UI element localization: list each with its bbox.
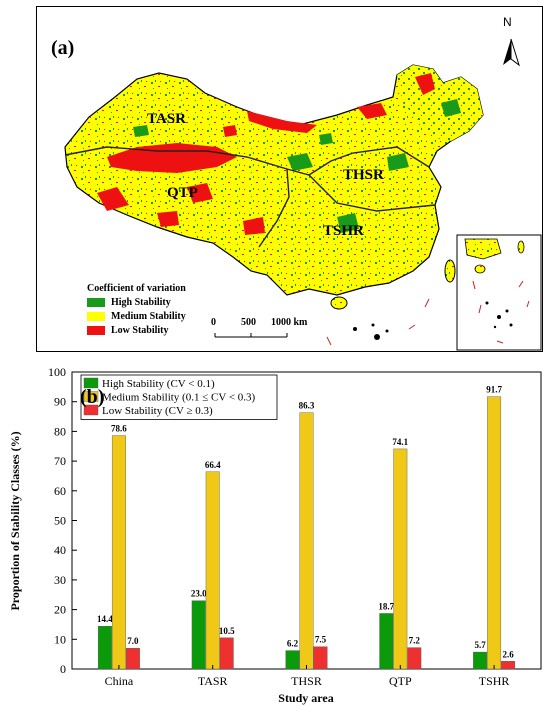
y-tick-label: 10	[54, 632, 66, 646]
y-tick-label: 80	[54, 424, 66, 438]
bar	[313, 646, 328, 670]
region-label-qtp: QTP	[167, 185, 198, 201]
legend-swatch-low	[87, 326, 105, 335]
y-tick-label: 100	[48, 365, 66, 379]
y-axis: 0 10 20 30 40 50 60 70 80 90 100	[48, 365, 77, 676]
bar-value-label: 7.0	[127, 636, 139, 646]
bar-value-label: 78.6	[111, 424, 127, 434]
x-tick-label: QTP	[389, 674, 412, 688]
y-tick-label: 70	[54, 454, 66, 468]
x-tick-label: TSHR	[479, 674, 510, 688]
panel-label-a: (a)	[51, 37, 75, 59]
legend-entry: Medium Stability (0.1 ≤ CV < 0.3)	[102, 392, 256, 404]
bar-value-label: 7.5	[315, 635, 327, 645]
bar	[191, 600, 206, 670]
y-tick-label: 60	[54, 484, 66, 498]
bar-value-label: 10.5	[219, 626, 235, 636]
legend-label-medium: Medium Stability	[111, 311, 186, 322]
bar	[97, 626, 112, 670]
bar	[473, 651, 488, 670]
scale-label-1000: 1000 km	[271, 317, 308, 328]
legend-medium-stability: Medium Stability	[87, 311, 186, 322]
legend-label-low: Low Stability	[111, 325, 169, 336]
dashed-border	[326, 298, 430, 346]
y-tick-label: 0	[60, 662, 66, 676]
chart-legend: High Stability (CV < 0.1) Medium Stabilit…	[80, 374, 278, 420]
bar-value-label: 5.7	[474, 640, 486, 650]
bar	[379, 613, 394, 670]
scale-label-500: 500	[241, 317, 256, 328]
bar	[219, 637, 234, 670]
legend-title: Coefficient of variation	[87, 283, 186, 294]
y-tick-label: 90	[54, 395, 66, 409]
bar	[393, 448, 408, 670]
bar-value-label: 66.4	[205, 460, 221, 470]
bar	[501, 661, 516, 670]
legend-entry: High Stability (CV < 0.1)	[102, 378, 215, 390]
legend-high-stability: High Stability	[87, 297, 171, 308]
bar-value-label: 23.0	[191, 589, 207, 599]
north-label: N	[503, 15, 512, 29]
x-axis: China TASR THSR QTP TSHR	[105, 665, 510, 688]
china-landmass	[64, 64, 484, 296]
legend-swatch-high	[87, 298, 105, 307]
bar-value-label: 86.3	[299, 401, 315, 411]
north-arrow-icon	[503, 38, 520, 67]
region-label-tasr: TASR	[147, 111, 186, 127]
y-tick-label: 40	[54, 543, 66, 557]
scale-label-0: 0	[211, 317, 216, 328]
bar	[125, 648, 140, 670]
inset-content	[464, 238, 530, 344]
legend-entry: Low Stability (CV ≥ 0.3)	[102, 405, 213, 417]
y-tick-label: 20	[54, 603, 66, 617]
map-panel: (a) N TASR QTP THSR TSHR Coefficient of …	[36, 6, 543, 352]
bar-value-label: 91.7	[486, 385, 502, 395]
bar-value-label: 6.2	[287, 639, 299, 649]
region-label-thsr: THSR	[343, 167, 384, 183]
x-axis-title: Study area	[278, 691, 333, 705]
bar-series: 14.4 78.6 7.0 23.0 66.4 10.5 6.2 86.3 7.5 18.7 74.…	[97, 385, 516, 670]
bar-value-label: 14.4	[97, 614, 113, 624]
region-boundaries	[64, 146, 436, 248]
scale-bar	[214, 333, 288, 338]
x-tick-label: THSR	[291, 674, 322, 688]
high-stability-patches	[133, 99, 461, 233]
hainan-island	[330, 296, 348, 310]
south-sea-islands	[353, 323, 389, 340]
bar	[407, 647, 422, 670]
bar-value-label: 2.6	[502, 649, 514, 659]
y-axis-title: Proportion of Stability Classes (%)	[8, 431, 22, 610]
bar	[285, 650, 300, 670]
legend-swatch	[83, 404, 99, 416]
legend-label-high: High Stability	[111, 297, 171, 308]
x-tick-label: TASR	[198, 674, 228, 688]
bar	[299, 412, 314, 670]
taiwan-island	[444, 259, 456, 283]
bar-value-label: 74.1	[392, 437, 408, 447]
region-label-tshr: TSHR	[323, 223, 364, 239]
bar-value-label: 7.2	[409, 636, 421, 646]
bar	[205, 471, 220, 670]
y-tick-label: 50	[54, 514, 66, 528]
legend-box	[80, 374, 278, 420]
bar	[111, 435, 126, 670]
legend-low-stability: Low Stability	[87, 325, 169, 336]
legend-swatch	[83, 377, 99, 389]
x-tick-label: China	[105, 674, 134, 688]
legend-swatch	[83, 391, 99, 402]
panel-label-b: (b)	[80, 386, 104, 408]
bar-chart: 0 10 20 30 40 50 60 70 80 90 100 14.4 78.6 7.0 23.0 66…	[8, 365, 542, 705]
bar-value-label: 18.7	[378, 601, 394, 611]
y-tick-label: 30	[54, 573, 66, 587]
legend-swatch-medium	[87, 312, 105, 321]
bar	[487, 396, 502, 670]
china-map	[64, 38, 542, 351]
